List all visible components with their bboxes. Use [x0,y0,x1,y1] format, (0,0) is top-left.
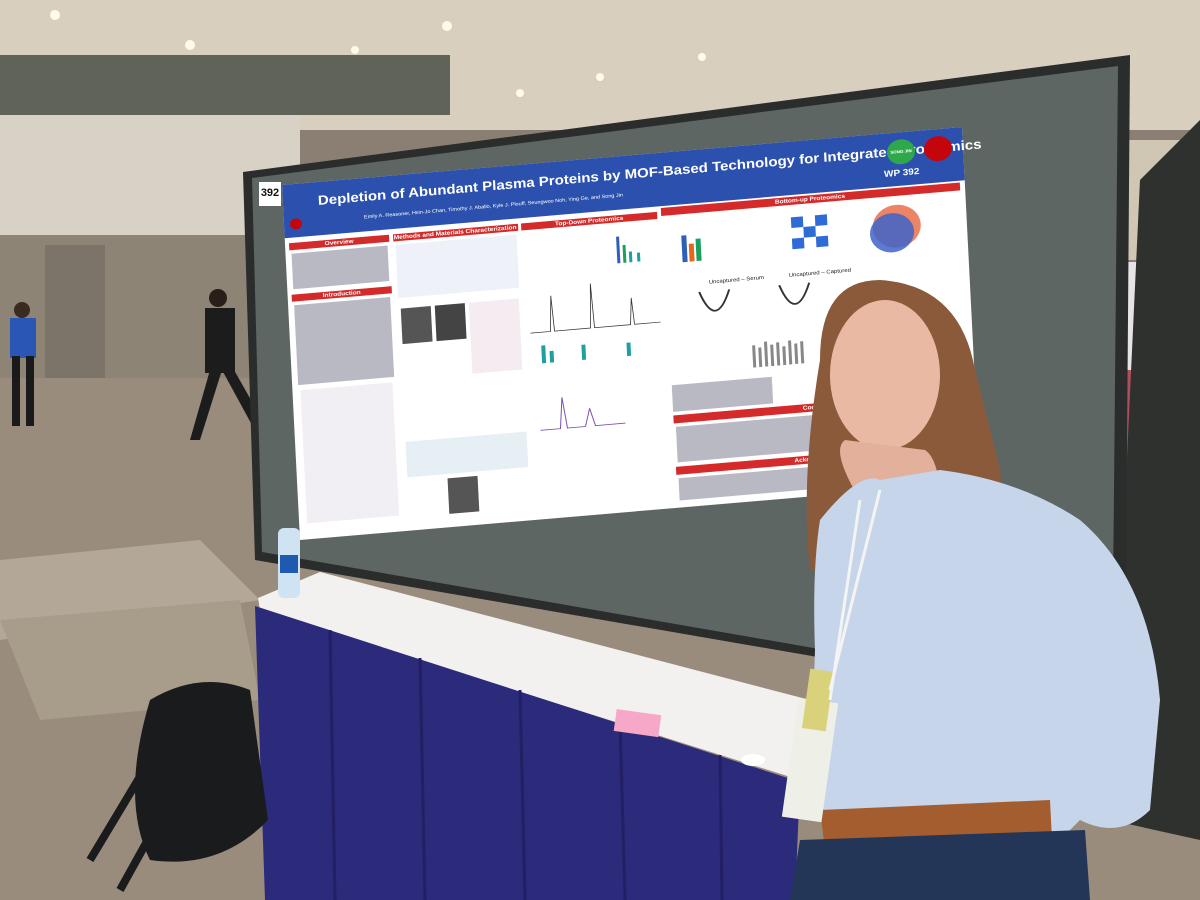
board-number: 392 [261,187,279,199]
figure [447,475,480,514]
section-title: Introduction [323,289,361,299]
shirt [814,470,1160,840]
badge-ribbon [801,668,835,732]
table-skirt [255,606,800,900]
face [830,300,940,450]
presenter [781,280,1160,900]
bar-figure [681,235,702,263]
section-bar [291,286,392,302]
cup [741,754,765,766]
pants [790,830,1090,900]
section-bar [660,182,961,216]
door [45,245,105,380]
text-block [294,296,395,386]
text-block [291,245,390,290]
volcano-plot [698,282,811,312]
wall-band [0,55,450,115]
figure [468,298,523,374]
venn [870,213,915,253]
figure [300,382,400,524]
figure [400,306,433,345]
table-top [258,572,810,780]
bottle-label [280,555,298,573]
figure [434,303,467,342]
logo [290,218,303,230]
figure [405,431,529,478]
bar-figure [752,340,805,368]
backpack [135,682,268,862]
section-title: Overview [325,238,354,247]
sticky-note [613,709,662,738]
heatmap [790,214,829,250]
text-block [671,376,774,412]
spectrum [530,283,661,334]
poster: Depletion of Abundant Plasma Proteins by… [282,126,982,541]
logo [886,139,916,165]
logo [923,136,953,162]
background-person [10,302,36,426]
section-bar [392,223,519,242]
poster-header [282,126,965,239]
lanyard [828,489,882,701]
skirt-folds [328,629,724,900]
bar-figure [541,236,641,364]
section-bar [520,211,658,231]
spectrum [540,397,626,431]
backpack-strap [86,757,174,892]
poster-code: WP 392 [884,166,920,179]
board-number-card [259,182,281,206]
section-bar [288,234,390,251]
panel-label: Uncaptured – Captured [789,268,851,279]
logo-text: SONG JIN [890,148,912,155]
figure [395,234,520,299]
panel-label: Uncaptured – Serum [709,275,765,285]
